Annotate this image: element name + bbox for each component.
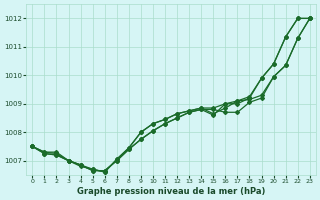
X-axis label: Graphe pression niveau de la mer (hPa): Graphe pression niveau de la mer (hPa) [77, 187, 265, 196]
